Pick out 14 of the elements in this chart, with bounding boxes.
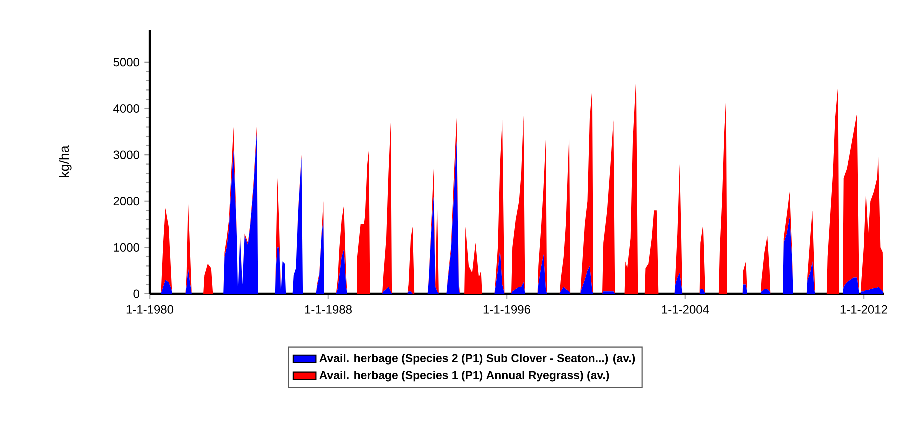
x-tick-label: 1-1-1996 bbox=[484, 305, 530, 314]
y-tick-label: 0 bbox=[134, 290, 140, 298]
legend-label: Avail. herbage (Species 1 (P1) Annual Ryegrass) (av.) bbox=[320, 370, 610, 382]
y-tick-label: 2000 bbox=[114, 197, 140, 206]
x-tick-label: 1-1-2012 bbox=[840, 305, 888, 314]
x-tick-label: 1-1-1980 bbox=[126, 305, 174, 314]
y-tick-label: 1000 bbox=[114, 243, 140, 252]
y-tick-label: 4000 bbox=[114, 104, 140, 113]
y-tick-label: 3000 bbox=[114, 150, 140, 160]
legend-label: Avail. herbage (Species 2 (P1) Sub Clover - Seaton...) (av.) bbox=[320, 354, 636, 365]
y-tick-label: 5000 bbox=[114, 58, 140, 67]
x-tick-label: 1-1-2004 bbox=[662, 305, 710, 314]
y-axis-title: kg/ha bbox=[59, 146, 72, 178]
x-tick-label: 1-1-1988 bbox=[305, 305, 352, 314]
